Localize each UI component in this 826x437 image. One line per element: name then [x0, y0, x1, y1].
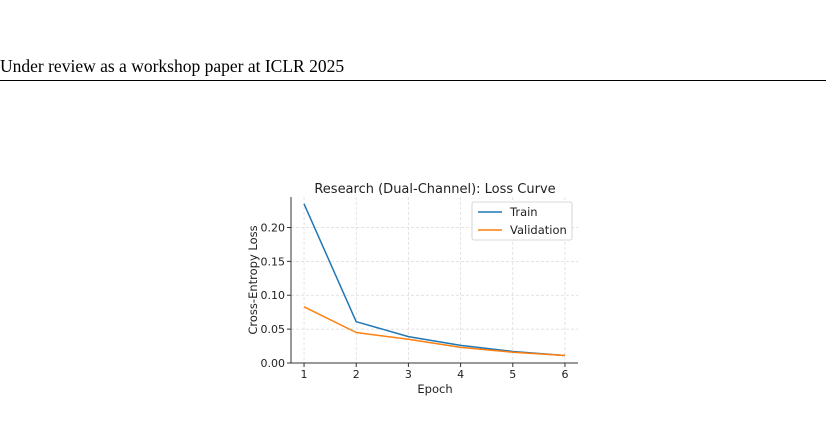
x-tick-label: 2 [353, 368, 360, 381]
legend: Train Validation [471, 201, 573, 241]
y-ticks: 0.00 0.05 0.10 0.15 0.20 [261, 221, 291, 370]
validation-line [303, 306, 566, 357]
axes [290, 197, 578, 364]
legend-label-validation: Validation [510, 223, 567, 237]
x-tick-label: 3 [405, 368, 412, 381]
y-tick-label: 0.10 [261, 289, 286, 302]
x-tick-label: 5 [509, 368, 516, 381]
chart-title: Research (Dual-Channel): Loss Curve [314, 182, 555, 197]
y-tick-label: 0.15 [261, 255, 286, 268]
x-ticks: 1 2 3 4 5 6 [301, 363, 568, 381]
y-axis-label: Cross-Entropy Loss [246, 225, 260, 334]
y-tick-label: 0.20 [261, 221, 286, 234]
x-tick-label: 1 [301, 368, 308, 381]
x-axis-label: Epoch [417, 382, 452, 396]
plot-lines [303, 203, 566, 357]
running-header: Under review as a workshop paper at ICLR… [0, 56, 345, 76]
legend-label-train: Train [509, 205, 538, 219]
y-tick-label: 0.00 [261, 357, 286, 370]
x-tick-label: 6 [561, 368, 568, 381]
header-rule [0, 80, 826, 81]
y-tick-label: 0.05 [261, 323, 286, 336]
x-tick-label: 4 [457, 368, 464, 381]
